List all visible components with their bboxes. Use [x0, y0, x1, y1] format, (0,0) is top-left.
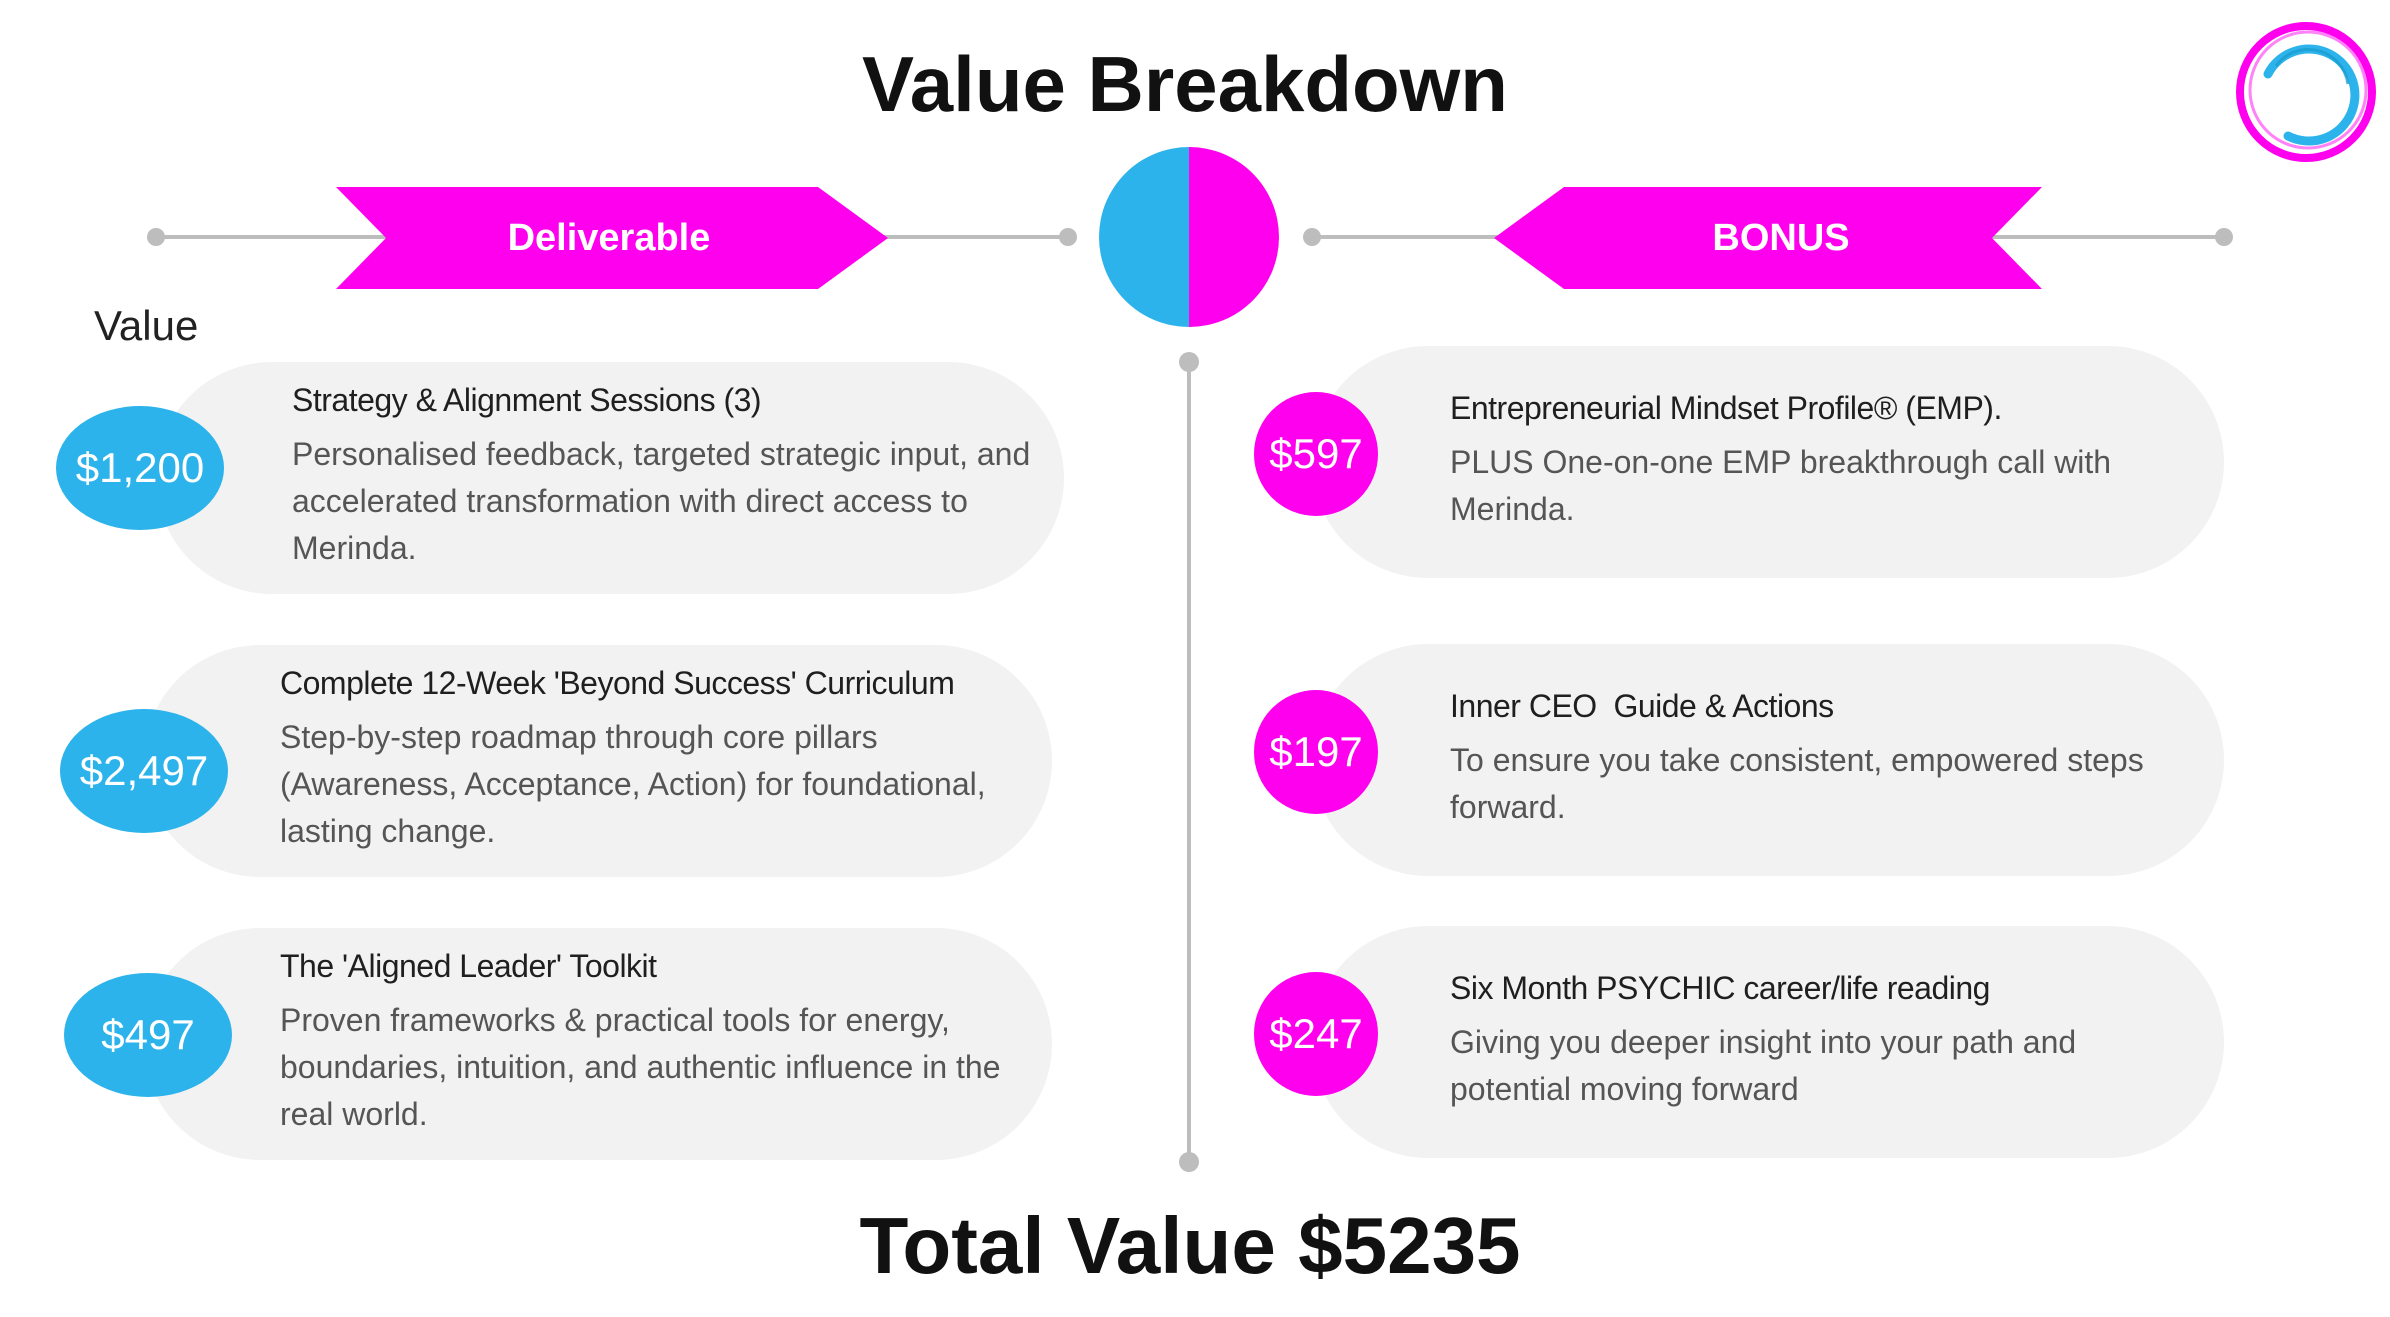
bonus-banner	[1494, 187, 2042, 289]
bonus-price-badge: $247	[1254, 972, 1378, 1096]
page-title: Value Breakdown	[862, 40, 1508, 128]
divider-top-dot	[1179, 352, 1199, 372]
bonus-description: To ensure you take consistent, empowered…	[1450, 742, 2144, 825]
deliverable-description: Step-by-step roadmap through core pillar…	[280, 719, 986, 849]
bonus-description: PLUS One-on-one EMP breakthrough call wi…	[1450, 444, 2112, 527]
deliverable-title: Complete 12-Week 'Beyond Success' Curric…	[280, 665, 955, 701]
left-line-end-dot	[1059, 228, 1077, 246]
value-column-label: Value	[94, 302, 199, 349]
bonus-title: Inner CEO Guide & Actions	[1450, 688, 1834, 724]
bonus-card-1	[1312, 346, 2224, 578]
right-line-end-dot	[2215, 228, 2233, 246]
circle-logo-icon	[2236, 22, 2376, 162]
deliverable-card-3	[144, 928, 1052, 1160]
bonus-description: Giving you deeper insight into your path…	[1450, 1024, 2077, 1107]
left-line-start-dot	[147, 228, 165, 246]
bonus-price-badge: $597	[1254, 392, 1378, 516]
deliverable-card-2	[144, 645, 1052, 877]
deliverable-title: The 'Aligned Leader' Toolkit	[280, 948, 657, 984]
deliverable-title: Strategy & Alignment Sessions (3)	[292, 382, 762, 418]
deliverable-banner-label: Deliverable	[507, 217, 711, 259]
bonus-banner-label: BONUS	[1712, 217, 1850, 259]
deliverable-price-badge: $497	[64, 973, 232, 1097]
bonus-card-2	[1312, 644, 2224, 876]
total-value: Total Value $5235	[859, 1201, 1521, 1290]
bonus-card-3	[1312, 926, 2224, 1158]
deliverable-price-badge: $2,497	[60, 709, 228, 833]
bonus-title: Six Month PSYCHIC career/life reading	[1450, 970, 1990, 1006]
divider-bottom-dot	[1179, 1152, 1199, 1172]
deliverable-description: Personalised feedback, targeted strategi…	[292, 436, 1031, 566]
deliverable-card-1	[156, 362, 1064, 594]
deliverable-description: Proven frameworks & practical tools for …	[280, 1002, 1001, 1132]
split-circle-icon	[1099, 147, 1279, 327]
bonus-price-badge: $197	[1254, 690, 1378, 814]
deliverable-banner	[336, 187, 888, 289]
bonus-title: Entrepreneurial Mindset Profile® (EMP).	[1450, 390, 2002, 426]
deliverable-price-badge: $1,200	[56, 406, 224, 530]
right-line-start-dot	[1303, 228, 1321, 246]
center-divider-line	[1187, 360, 1191, 1164]
